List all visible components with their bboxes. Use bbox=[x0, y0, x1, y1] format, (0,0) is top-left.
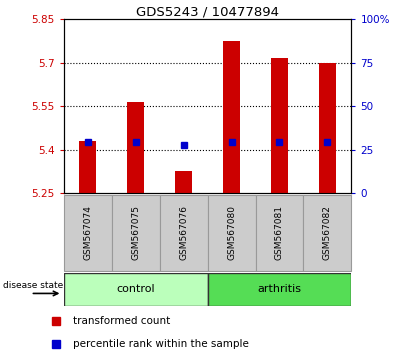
Bar bbox=[159, 195, 208, 271]
Bar bbox=[64, 195, 112, 271]
Text: disease state: disease state bbox=[3, 281, 64, 290]
Text: transformed count: transformed count bbox=[73, 316, 170, 326]
Text: control: control bbox=[116, 284, 155, 295]
Text: GSM567074: GSM567074 bbox=[83, 205, 92, 260]
Bar bbox=[319, 63, 336, 193]
Title: GDS5243 / 10477894: GDS5243 / 10477894 bbox=[136, 5, 279, 18]
Bar bbox=[208, 273, 351, 306]
Text: GSM567080: GSM567080 bbox=[227, 205, 236, 260]
Text: GSM567082: GSM567082 bbox=[323, 205, 332, 260]
Text: GSM567081: GSM567081 bbox=[275, 205, 284, 260]
Bar bbox=[303, 195, 351, 271]
Text: GSM567075: GSM567075 bbox=[131, 205, 140, 260]
Bar bbox=[175, 171, 192, 193]
Bar bbox=[223, 41, 240, 193]
Text: GSM567076: GSM567076 bbox=[179, 205, 188, 260]
Bar bbox=[127, 102, 144, 193]
Bar bbox=[64, 273, 208, 306]
Bar bbox=[208, 195, 256, 271]
Bar bbox=[79, 141, 96, 193]
Bar bbox=[112, 195, 159, 271]
Bar bbox=[271, 58, 288, 193]
Text: percentile rank within the sample: percentile rank within the sample bbox=[73, 339, 249, 349]
Bar bbox=[256, 195, 303, 271]
Text: arthritis: arthritis bbox=[257, 284, 302, 295]
